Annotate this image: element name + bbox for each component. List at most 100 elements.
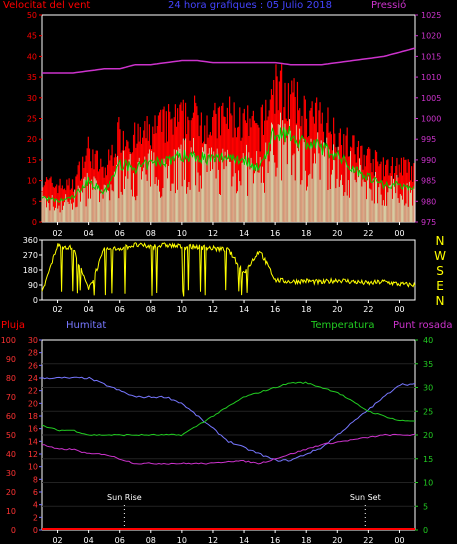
wind-speed-axis-label: Velocitat del vent <box>3 0 90 11</box>
humidity-y-tick-label: 18 <box>28 412 38 421</box>
dewpoint-line <box>41 433 416 465</box>
mid-x-tick-label: 22 <box>363 305 373 314</box>
pressure-y-tick-label: 980 <box>421 197 436 206</box>
rain-y-tick-label: 10 <box>6 507 16 516</box>
mid-x-tick-label: 02 <box>52 305 62 314</box>
temperature-y-tick-label: 25 <box>423 407 433 416</box>
direction-y-tick-label: 180 <box>23 266 38 275</box>
humidity-y-tick-label: 20 <box>28 399 38 408</box>
humidity-y-tick-label: 24 <box>28 374 38 383</box>
wind-y-tick-label: 5 <box>32 197 37 206</box>
wind-y-tick-label: 35 <box>27 73 37 82</box>
temperature-y-tick-label: 30 <box>423 384 433 393</box>
temperature-y-tick-label: 40 <box>423 336 433 345</box>
rain-y-tick-label: 50 <box>6 431 16 440</box>
pressure-y-tick-label: 1010 <box>421 73 441 82</box>
compass-label: W <box>434 249 446 263</box>
mid-x-tick-label: 20 <box>332 305 342 314</box>
temperature-y-tick-label: 10 <box>423 479 433 488</box>
pressure-line <box>42 47 416 74</box>
humidity-y-tick-label: 16 <box>28 425 38 434</box>
bottom-x-tick-label: 22 <box>363 536 373 544</box>
humidity-line <box>41 376 416 462</box>
direction-y-tick-label: 270 <box>23 251 38 260</box>
rain-y-tick-label: 30 <box>6 469 16 478</box>
temperature-y-tick-label: 0 <box>423 526 428 535</box>
mid-x-tick-label: 12 <box>208 305 218 314</box>
wind-y-tick-label: 30 <box>27 94 37 103</box>
rain-y-tick-label: 40 <box>6 450 16 459</box>
wind-average-line <box>41 126 415 203</box>
top-x-tick-label: 14 <box>239 229 249 238</box>
humidity-y-tick-label: 26 <box>28 361 38 370</box>
humidity-y-tick-label: 14 <box>28 437 38 446</box>
top-x-tick-label: 12 <box>208 229 218 238</box>
bottom-x-tick-label: 12 <box>208 536 218 544</box>
compass-label: N <box>436 234 445 248</box>
humidity-y-tick-label: 8 <box>33 475 38 484</box>
humidity-y-tick-label: 22 <box>28 387 38 396</box>
dewpoint-axis-label: Punt rosada <box>393 320 453 331</box>
bottom-x-tick-label: 14 <box>239 536 249 544</box>
bottom-x-tick-label: 18 <box>301 536 311 544</box>
bottom-x-tick-label: 10 <box>177 536 187 544</box>
wind-y-tick-label: 20 <box>27 135 37 144</box>
mid-x-tick-label: 14 <box>239 305 249 314</box>
mid-x-tick-label: 06 <box>115 305 125 314</box>
rain-y-tick-label: 70 <box>6 393 16 402</box>
direction-y-tick-label: 90 <box>28 281 38 290</box>
wind-y-tick-label: 0 <box>32 218 37 227</box>
humidity-axis-label: Humitat <box>66 320 107 331</box>
bottom-x-tick-label: 00 <box>394 536 404 544</box>
pressure-y-tick-label: 995 <box>421 135 436 144</box>
sunset-label: Sun Set <box>350 493 381 502</box>
humidity-y-tick-label: 12 <box>28 450 38 459</box>
temperature-y-tick-label: 15 <box>423 455 433 464</box>
pressure-y-tick-label: 1015 <box>421 52 441 61</box>
bottom-x-tick-label: 02 <box>52 536 62 544</box>
pressure-axis-label: Pressió <box>371 0 407 11</box>
rain-y-tick-label: 80 <box>6 374 16 383</box>
wind-y-tick-label: 25 <box>27 115 37 124</box>
pressure-y-tick-label: 975 <box>421 218 436 227</box>
pressure-y-tick-label: 1020 <box>421 32 441 41</box>
humidity-y-tick-label: 28 <box>28 349 38 358</box>
direction-y-tick-label: 0 <box>33 296 38 305</box>
temperature-y-tick-label: 5 <box>423 502 428 511</box>
pressure-y-tick-label: 1000 <box>421 115 441 124</box>
pressure-y-tick-label: 1025 <box>421 11 441 20</box>
wind-speed-label: Velocitat del vent <box>3 0 91 11</box>
mid-x-tick-label: 04 <box>84 305 94 314</box>
top-x-tick-label: 10 <box>177 229 187 238</box>
humidity-y-tick-label: 6 <box>33 488 38 497</box>
bottom-x-tick-label: 04 <box>84 536 94 544</box>
compass-label: N <box>436 294 445 308</box>
wind-direction-line <box>41 242 416 297</box>
humidity-y-tick-label: 4 <box>33 501 38 510</box>
rain-y-tick-label: 60 <box>6 412 16 421</box>
mid-x-tick-label: 16 <box>270 305 280 314</box>
wind-y-tick-label: 40 <box>27 52 37 61</box>
wind-y-tick-label: 15 <box>27 156 37 165</box>
top-x-tick-label: 04 <box>84 229 94 238</box>
rain-axis-label: Pluja <box>1 320 26 331</box>
temperature-line <box>41 381 415 437</box>
bottom-x-tick-label: 08 <box>146 536 156 544</box>
mid-x-tick-label: 08 <box>146 305 156 314</box>
bottom-x-tick-label: 06 <box>115 536 125 544</box>
top-x-tick-label: 22 <box>363 229 373 238</box>
compass-label: S <box>436 264 444 278</box>
chart-title: 24 hora grafiques : 05 Julio 2018 <box>168 0 332 11</box>
humidity-y-tick-label: 2 <box>33 513 38 522</box>
top-x-tick-label: 16 <box>270 229 280 238</box>
pressure-y-tick-label: 1005 <box>421 94 441 103</box>
pressure-y-tick-label: 985 <box>421 177 436 186</box>
temperature-axis-label: Temperatura <box>311 320 375 331</box>
pressure-y-tick-label: 990 <box>421 156 436 165</box>
compass-label: E <box>436 279 444 293</box>
bottom-x-tick-label: 20 <box>332 536 342 544</box>
top-x-tick-label: 00 <box>394 229 404 238</box>
top-x-tick-label: 02 <box>52 229 62 238</box>
wind-y-tick-label: 50 <box>27 11 37 20</box>
